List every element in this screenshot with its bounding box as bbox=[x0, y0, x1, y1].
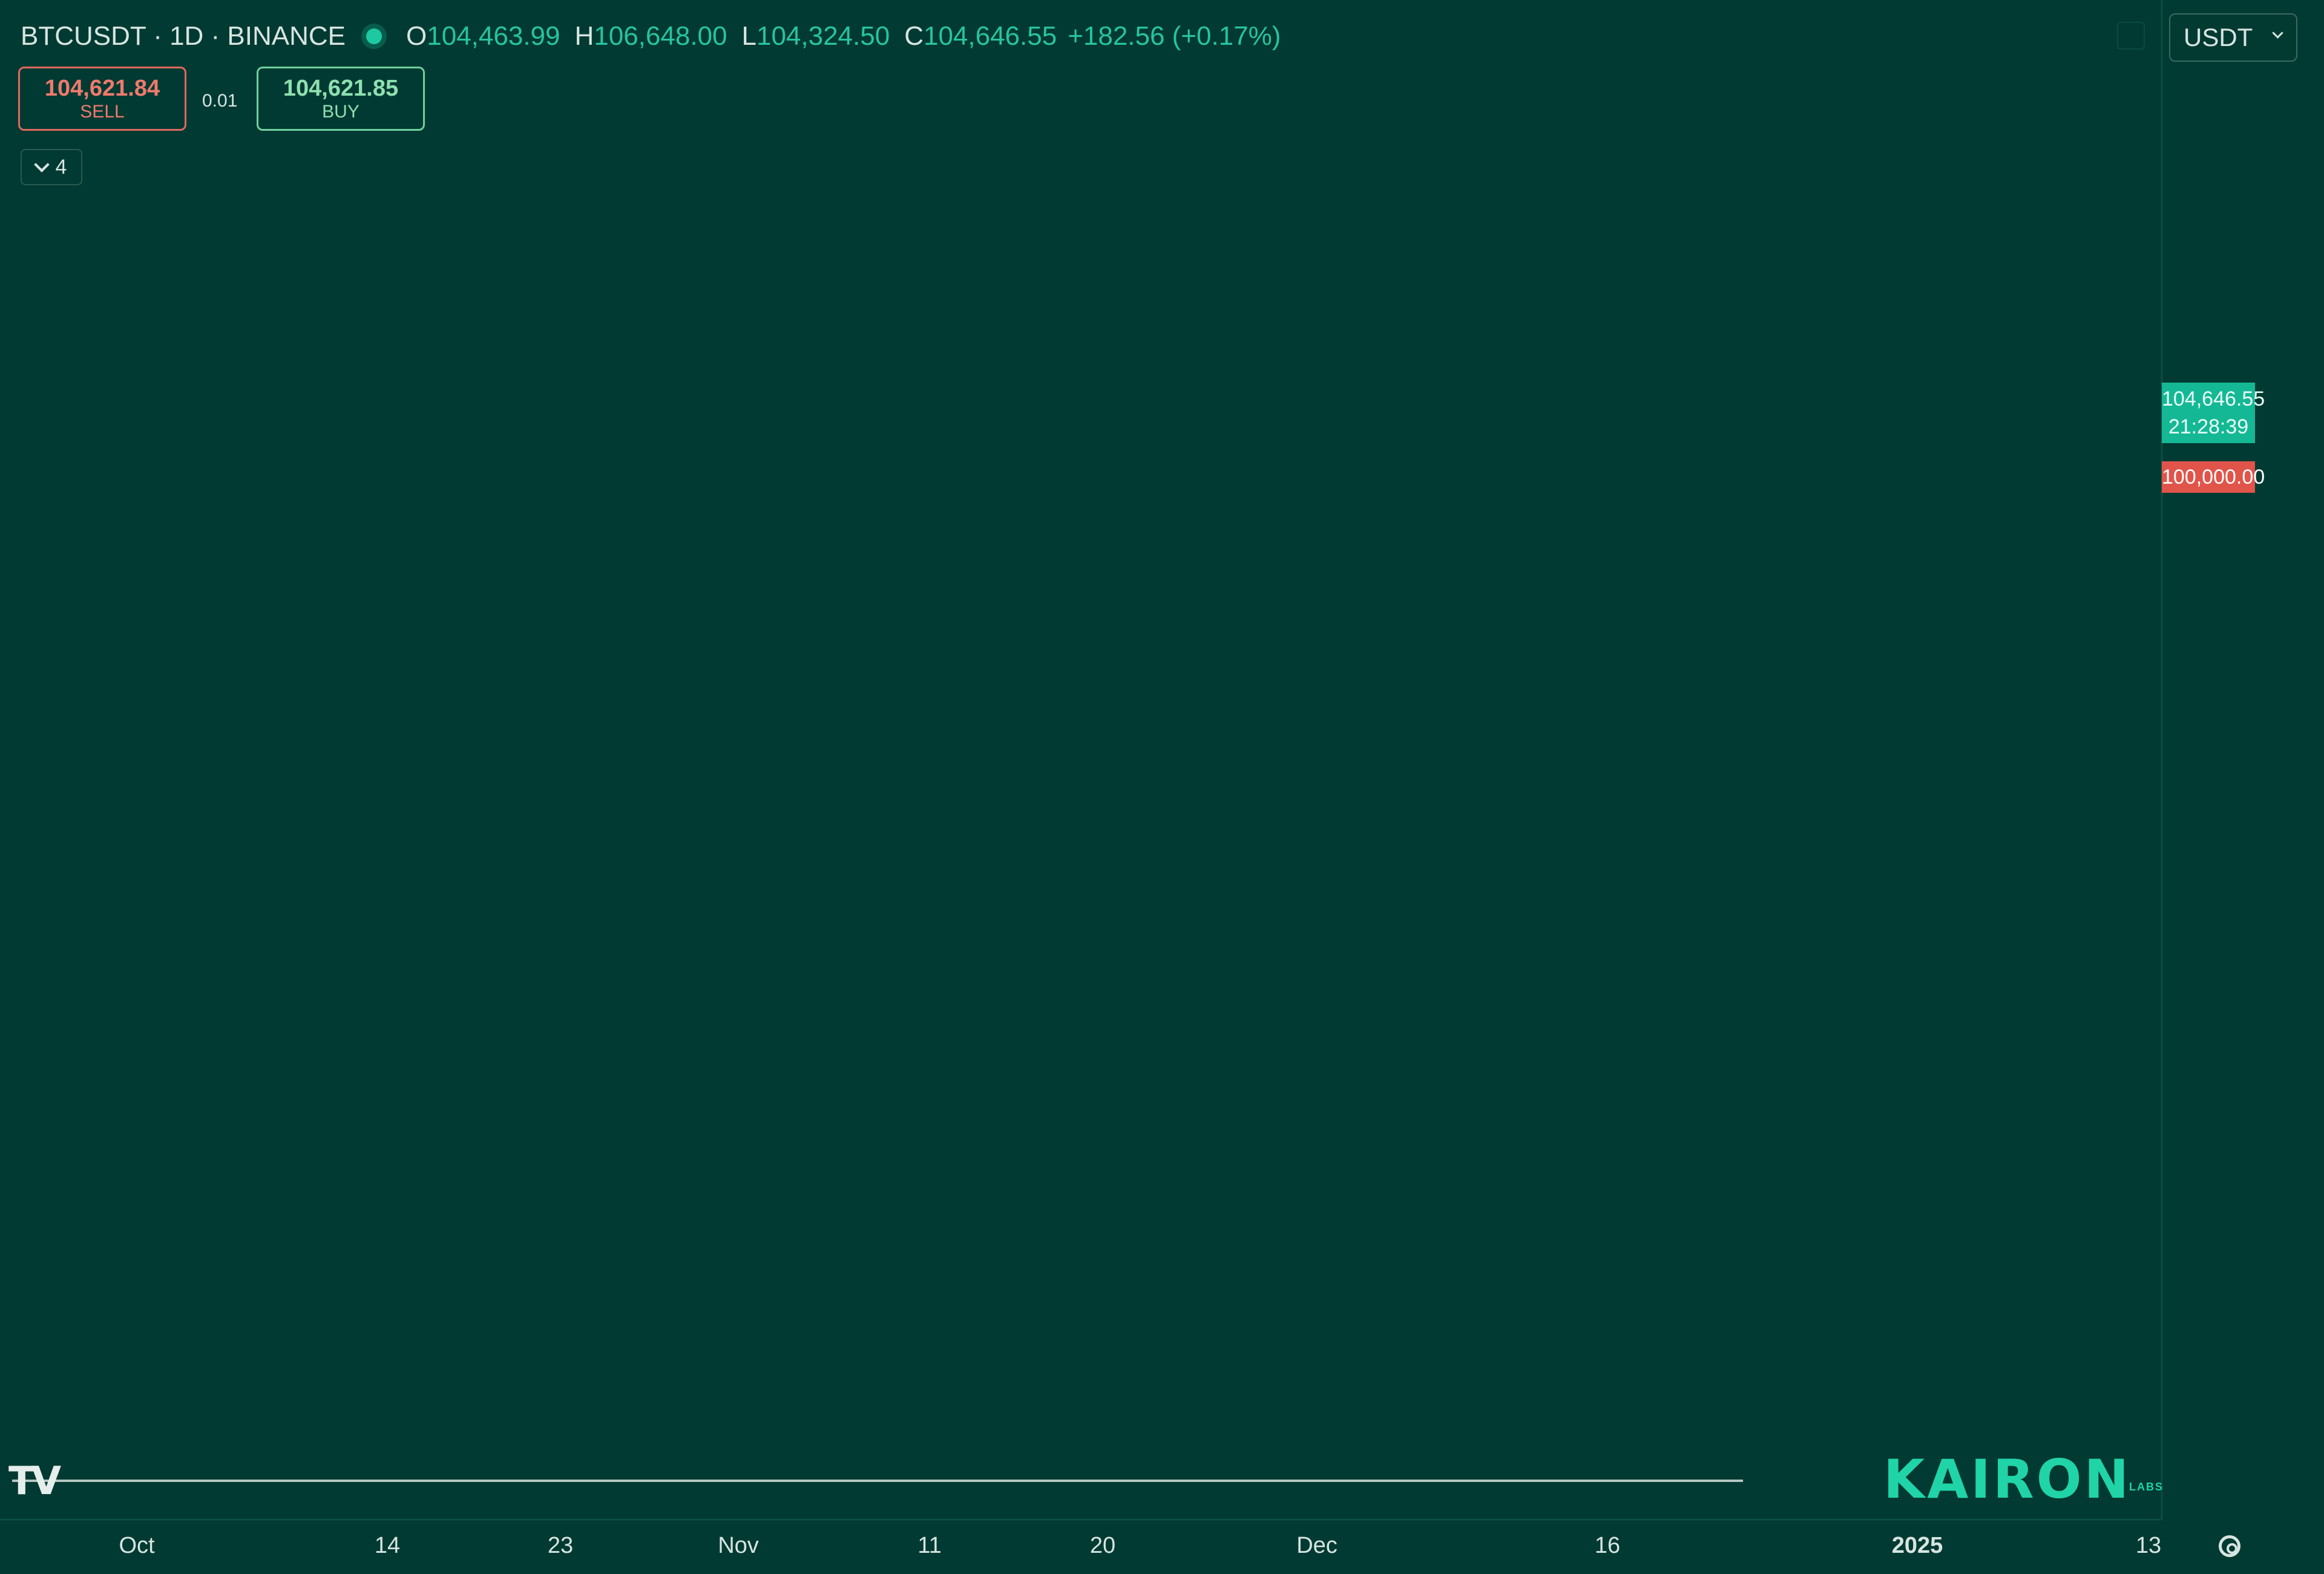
time-tick-label: 13 bbox=[2135, 1533, 2162, 1558]
close-value: 104,646.55 bbox=[923, 21, 1057, 51]
time-tick-label: 14 bbox=[374, 1533, 401, 1558]
buy-button[interactable]: 104,621.85 BUY bbox=[257, 67, 425, 131]
gear-icon[interactable] bbox=[2219, 1535, 2240, 1557]
low-value: 104,324.50 bbox=[756, 21, 890, 51]
time-tick-label: 23 bbox=[547, 1533, 574, 1558]
sell-label: SELL bbox=[80, 102, 125, 122]
symbol-header: BTCUSDT · 1D · BINANCE O 104,463.99 H 106,… bbox=[21, 17, 1292, 56]
low-key: L bbox=[741, 21, 757, 51]
spread-value: 0.01 bbox=[202, 91, 238, 111]
sell-price: 104,621.84 bbox=[44, 76, 160, 101]
time-tick-label: 2025 bbox=[1891, 1533, 1943, 1558]
sell-button[interactable]: 104,621.84 SELL bbox=[18, 67, 186, 131]
brand-watermark: KAIRON bbox=[1883, 1448, 2132, 1510]
change-value: +182.56 (+0.17%) bbox=[1068, 21, 1281, 51]
chevron-down-icon bbox=[2272, 27, 2283, 39]
indicators-toggle-button[interactable]: 4 bbox=[21, 149, 82, 185]
time-tick-label: Oct bbox=[119, 1533, 155, 1558]
high-value: 106,648.00 bbox=[594, 21, 727, 51]
currency-value: USDT bbox=[2184, 23, 2253, 51]
buy-label: BUY bbox=[322, 102, 359, 122]
currency-select[interactable]: USDT bbox=[2169, 13, 2297, 62]
tradingview-logo-icon[interactable]: TV bbox=[8, 1459, 61, 1504]
buy-price: 104,621.85 bbox=[283, 76, 399, 101]
close-key: C bbox=[904, 21, 924, 51]
indicator-count: 4 bbox=[55, 155, 67, 179]
time-tick-label: 16 bbox=[1594, 1533, 1621, 1558]
resistance-price-tag: 100,000.00 bbox=[2162, 461, 2265, 493]
time-tick-label: 20 bbox=[1089, 1533, 1116, 1558]
open-key: O bbox=[406, 21, 427, 51]
high-key: H bbox=[574, 21, 594, 51]
time-tick-label: 11 bbox=[917, 1533, 942, 1558]
maximize-icon[interactable] bbox=[2117, 22, 2145, 50]
open-value: 104,463.99 bbox=[427, 21, 560, 51]
brand-watermark-sub: LABS bbox=[2129, 1481, 2164, 1493]
symbol-title[interactable]: BTCUSDT · 1D · BINANCE bbox=[21, 21, 346, 51]
current-price-label: 104,646.55 bbox=[2162, 387, 2265, 410]
time-tick-label: Nov bbox=[718, 1533, 759, 1558]
market-status-icon bbox=[366, 28, 382, 44]
chevron-down-icon bbox=[33, 157, 50, 173]
bar-countdown: 21:28:39 bbox=[2168, 415, 2249, 438]
current-price-tag: 104,646.55 21:28:39 bbox=[2162, 383, 2265, 443]
time-tick-label: Dec bbox=[1296, 1533, 1338, 1558]
